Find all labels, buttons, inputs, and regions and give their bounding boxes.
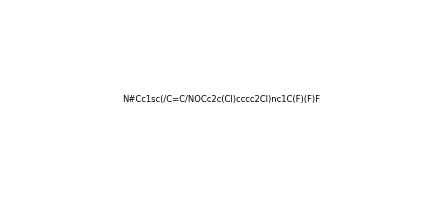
Text: N#Cc1sc(/C=C/NOCc2c(Cl)cccc2Cl)nc1C(F)(F)F: N#Cc1sc(/C=C/NOCc2c(Cl)cccc2Cl)nc1C(F)(F…	[122, 95, 321, 105]
